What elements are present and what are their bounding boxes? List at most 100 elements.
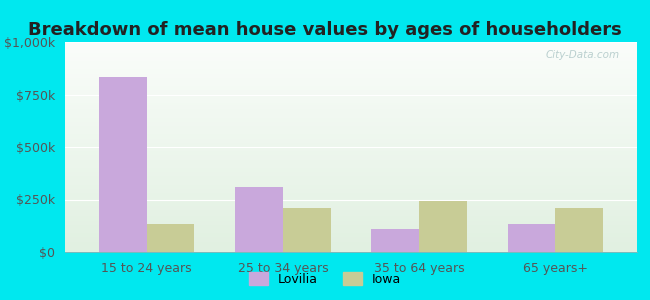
Bar <box>65 187 637 189</box>
Bar <box>65 99 637 101</box>
Bar <box>65 229 637 231</box>
Bar <box>65 223 637 225</box>
Bar <box>65 101 637 103</box>
Bar <box>65 147 637 149</box>
Bar <box>65 164 637 166</box>
Bar <box>65 132 637 134</box>
Bar <box>65 149 637 151</box>
Bar <box>65 172 637 174</box>
Bar <box>65 61 637 63</box>
Bar <box>65 57 637 59</box>
Bar <box>65 185 637 187</box>
Bar <box>65 67 637 69</box>
Bar <box>65 250 637 252</box>
Bar <box>65 210 637 212</box>
Bar <box>419 201 467 252</box>
Bar <box>65 48 637 50</box>
Bar <box>65 166 637 168</box>
Bar <box>65 78 637 80</box>
Bar <box>65 170 637 172</box>
Bar <box>65 124 637 126</box>
Bar <box>65 151 637 153</box>
Bar <box>65 155 637 158</box>
Bar <box>65 136 637 139</box>
Bar <box>65 160 637 162</box>
Bar <box>65 202 637 204</box>
Bar <box>65 168 637 170</box>
Bar <box>65 84 637 86</box>
Bar <box>65 200 637 202</box>
Bar <box>65 55 637 57</box>
Bar <box>65 116 637 118</box>
Bar <box>65 63 637 65</box>
Bar <box>65 143 637 145</box>
Bar <box>65 246 637 248</box>
Bar <box>65 214 637 216</box>
Bar <box>65 216 637 218</box>
Bar <box>65 178 637 181</box>
Bar <box>65 50 637 52</box>
Bar <box>65 109 637 111</box>
Bar <box>65 113 637 116</box>
Bar <box>65 86 637 88</box>
Bar <box>235 187 283 252</box>
Bar <box>65 174 637 176</box>
Bar <box>147 224 194 252</box>
Text: City-Data.com: City-Data.com <box>546 50 620 60</box>
Bar <box>65 42 637 44</box>
Bar <box>65 158 637 160</box>
Bar <box>65 193 637 195</box>
Bar <box>65 52 637 55</box>
Bar <box>65 111 637 113</box>
Bar <box>65 235 637 237</box>
Bar <box>65 191 637 193</box>
Bar <box>65 69 637 71</box>
Bar <box>65 208 637 210</box>
Bar <box>65 195 637 197</box>
Bar <box>65 145 637 147</box>
Bar <box>65 242 637 244</box>
Bar <box>283 208 331 252</box>
Bar <box>65 94 637 97</box>
Bar <box>65 105 637 107</box>
Bar <box>65 181 637 183</box>
Bar <box>371 229 419 252</box>
Bar <box>65 183 637 185</box>
Bar <box>65 103 637 105</box>
Bar <box>65 82 637 84</box>
Bar <box>65 76 637 78</box>
Bar <box>65 139 637 141</box>
Bar <box>65 59 637 61</box>
Bar <box>99 77 147 252</box>
Bar <box>65 237 637 239</box>
Bar <box>65 88 637 90</box>
Bar <box>65 197 637 200</box>
Bar <box>65 118 637 120</box>
Bar <box>65 206 637 208</box>
Bar <box>65 225 637 227</box>
Bar <box>65 126 637 128</box>
Bar <box>508 224 555 252</box>
Bar <box>65 189 637 191</box>
Bar <box>65 122 637 124</box>
Bar <box>65 74 637 76</box>
Bar <box>65 233 637 235</box>
Legend: Lovilia, Iowa: Lovilia, Iowa <box>244 267 406 291</box>
Bar <box>65 97 637 99</box>
Bar <box>65 212 637 214</box>
Bar <box>65 176 637 178</box>
Bar <box>65 227 637 229</box>
Bar <box>65 162 637 164</box>
Bar <box>65 134 637 136</box>
Bar <box>65 204 637 206</box>
Bar <box>65 220 637 223</box>
Bar <box>65 231 637 233</box>
Bar <box>65 244 637 246</box>
Bar <box>65 92 637 95</box>
Bar <box>65 120 637 122</box>
Bar <box>65 248 637 250</box>
Bar <box>65 141 637 143</box>
Bar <box>65 130 637 132</box>
Bar <box>65 107 637 109</box>
Bar <box>65 44 637 46</box>
